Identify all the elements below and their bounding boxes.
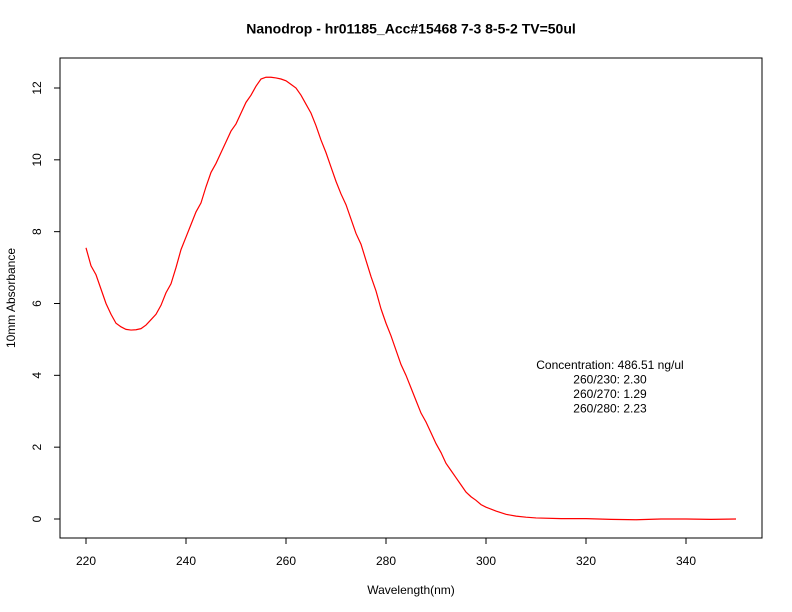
x-tick-label: 340 xyxy=(676,554,696,568)
y-tick-label: 6 xyxy=(30,300,44,307)
annotation: Concentration: 486.51 ng/ul xyxy=(536,358,683,372)
x-tick-label: 300 xyxy=(476,554,496,568)
plot-frame xyxy=(59,57,763,539)
y-tick-label: 8 xyxy=(30,228,44,235)
y-tick-label: 2 xyxy=(30,444,44,451)
y-tick-label: 12 xyxy=(30,81,44,95)
y-tick-label: 10 xyxy=(30,153,44,167)
x-tick-label: 240 xyxy=(176,554,196,568)
annotation: 260/270: 1.29 xyxy=(573,387,647,401)
x-tick-label: 320 xyxy=(576,554,596,568)
y-axis-label: 10mm Absorbance xyxy=(4,248,18,348)
x-axis-label: Wavelength(nm) xyxy=(367,583,455,597)
annotation: 260/230: 2.30 xyxy=(573,373,647,387)
y-tick-label: 0 xyxy=(30,515,44,522)
data-line xyxy=(85,76,737,521)
y-tick-label: 4 xyxy=(30,372,44,379)
chart-title: Nanodrop - hr01185_Acc#15468 7-3 8-5-2 T… xyxy=(246,21,576,37)
x-tick-label: 260 xyxy=(276,554,296,568)
x-tick-label: 280 xyxy=(376,554,396,568)
x-tick-label: 220 xyxy=(76,554,96,568)
annotation: 260/280: 2.23 xyxy=(573,402,647,416)
